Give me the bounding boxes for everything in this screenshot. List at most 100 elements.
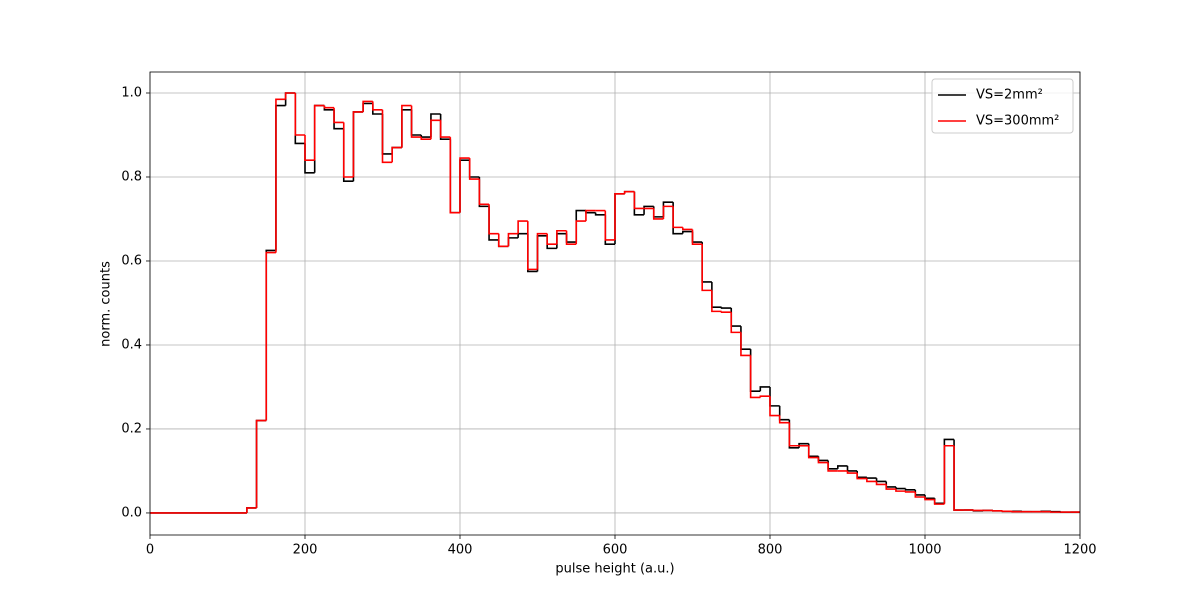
histogram-step (614, 192, 625, 245)
histogram-step (565, 230, 577, 245)
histogram-step (594, 212, 606, 216)
histogram-step (672, 206, 683, 229)
histogram-step (788, 422, 800, 447)
histogram-step (294, 92, 305, 136)
histogram-step (333, 109, 344, 130)
histogram-step (284, 92, 296, 106)
legend-box (931, 78, 1074, 134)
histogram-step (914, 489, 925, 496)
histogram-step (391, 146, 402, 163)
histogram-step (953, 445, 964, 511)
histogram-step (488, 206, 499, 241)
histogram-step (401, 104, 412, 148)
histogram-step (313, 104, 325, 173)
histogram-step (682, 230, 693, 234)
histogram-step (527, 221, 538, 271)
histogram-step (924, 496, 935, 501)
histogram-step (788, 419, 800, 449)
histogram-step (294, 92, 305, 145)
histogram-step (895, 486, 906, 490)
histogram-step (275, 104, 286, 251)
y-tick-label: 0.0 (121, 505, 142, 520)
histogram-step (701, 244, 712, 292)
histogram-step (807, 445, 819, 459)
histogram-step (420, 134, 431, 138)
histogram-step (856, 473, 867, 480)
histogram-step (778, 415, 790, 424)
histogram-step (711, 290, 722, 313)
histogram-step (614, 192, 625, 240)
histogram-step (556, 229, 567, 245)
y-tick-label: 0.6 (121, 253, 142, 268)
histogram-step (749, 355, 761, 399)
histogram-step (662, 205, 674, 219)
histogram-step (778, 405, 790, 421)
histogram-step (284, 92, 296, 100)
histogram-step (342, 128, 354, 182)
histogram-step (740, 332, 751, 357)
histogram-step (943, 444, 955, 505)
histogram-step (507, 232, 519, 247)
histogram-step (275, 98, 286, 253)
histogram-step (769, 396, 780, 417)
histogram-step (759, 395, 770, 398)
histogram-step (362, 102, 373, 112)
histogram-step (255, 419, 267, 508)
histogram-step (430, 119, 441, 140)
histogram-step (633, 191, 645, 210)
histogram-step (536, 234, 548, 272)
histogram-step (459, 159, 470, 213)
histogram-step (885, 484, 896, 490)
histogram-step (817, 456, 829, 462)
histogram-step (759, 386, 770, 392)
x-tick-label: 1200 (1063, 543, 1096, 558)
histogram-step (720, 307, 732, 309)
histogram-step (817, 457, 829, 464)
histogram-step (372, 103, 383, 115)
y-tick-label: 1.0 (121, 85, 142, 100)
plot-frame (149, 71, 1081, 536)
histogram-step (410, 109, 422, 136)
histogram-step (265, 249, 276, 421)
x-tick-label: 600 (603, 543, 628, 558)
histogram-step (585, 209, 596, 222)
histogram-step (720, 311, 732, 314)
histogram-step (556, 232, 567, 249)
x-tick-label: 800 (758, 543, 783, 558)
histogram-step (527, 233, 538, 273)
histogram-step (449, 137, 460, 214)
legend-label: VS=300mm² (976, 114, 1059, 129)
histogram-step (662, 201, 674, 217)
histogram-step (875, 481, 887, 486)
histogram-step (691, 229, 703, 245)
x-axis-label: pulse height (a.u.) (555, 562, 674, 577)
y-tick-label: 0.8 (121, 169, 142, 184)
x-tick-label: 200 (293, 543, 318, 558)
histogram-step (933, 498, 945, 505)
histogram-step (449, 139, 460, 214)
histogram-step (304, 134, 315, 161)
histogram-step (827, 462, 838, 472)
histogram-step (517, 232, 528, 238)
histogram-step (682, 227, 693, 231)
x-tick-label: 1000 (908, 543, 941, 558)
histogram-step (604, 210, 615, 241)
histogram-step (439, 113, 451, 140)
histogram-step (362, 100, 373, 112)
legend-label: VS=2mm² (976, 88, 1043, 103)
histogram-step (478, 179, 490, 206)
histogram-step (381, 113, 393, 155)
histogram-step (846, 470, 858, 474)
histogram-step (478, 176, 490, 208)
histogram-step (342, 122, 354, 178)
histogram-step (749, 349, 761, 392)
histogram-step (468, 158, 480, 180)
histogram-step (246, 507, 257, 513)
x-tick-label: 400 (448, 543, 473, 558)
histogram-step (536, 232, 548, 270)
histogram-step (391, 146, 402, 154)
x-tick-label: 0 (146, 543, 154, 558)
histogram-step (255, 419, 267, 508)
histogram-step (711, 281, 722, 308)
